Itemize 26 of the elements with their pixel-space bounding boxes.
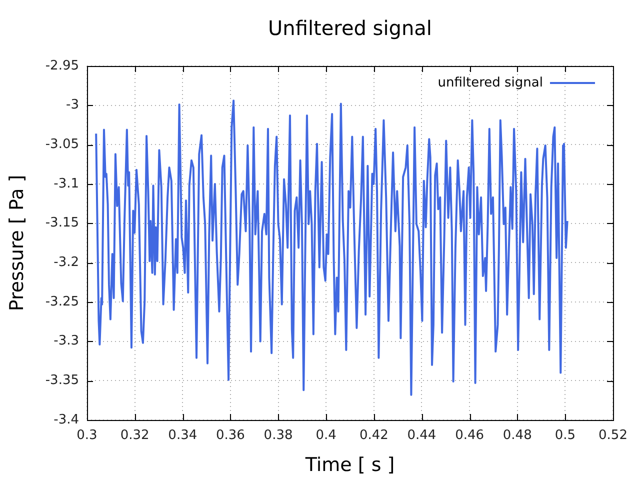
y-tick-label: -3.25 (45, 294, 79, 310)
y-tick-label: -3 (66, 98, 79, 113)
x-axis-title: Time [ s ] (304, 454, 395, 476)
x-tick-label: 0.34 (168, 428, 198, 444)
x-tick-label: 0.44 (407, 428, 436, 444)
x-tick-label: 0.3 (76, 428, 98, 444)
y-tick-label: -3.05 (45, 137, 79, 152)
y-tick-label: -3.3 (54, 334, 79, 349)
y-axis-title: Pressure [ Pa ] (6, 174, 28, 312)
x-tick-label: 0.38 (264, 428, 293, 444)
x-tick-label: 0.5 (554, 428, 576, 444)
y-tick-label: -3.15 (45, 216, 79, 231)
y-tick-label: -2.95 (45, 58, 79, 74)
legend-label: unfiltered signal (438, 75, 543, 90)
x-tick-label: 0.52 (598, 428, 628, 444)
x-tick-label: 0.42 (359, 428, 388, 444)
x-tick-label: 0.48 (502, 428, 532, 444)
y-tick-label: -3.4 (54, 412, 79, 428)
x-tick-label: 0.36 (216, 428, 245, 444)
y-tick-label: -3.2 (54, 255, 79, 270)
y-tick-label: -3.35 (45, 373, 79, 388)
x-tick-label: 0.46 (455, 428, 484, 444)
x-tick-label: 0.32 (120, 428, 150, 444)
y-tick-label: -3.1 (54, 176, 79, 192)
x-tick-label: 0.4 (316, 428, 336, 444)
chart-title: Unfiltered signal (268, 16, 432, 40)
